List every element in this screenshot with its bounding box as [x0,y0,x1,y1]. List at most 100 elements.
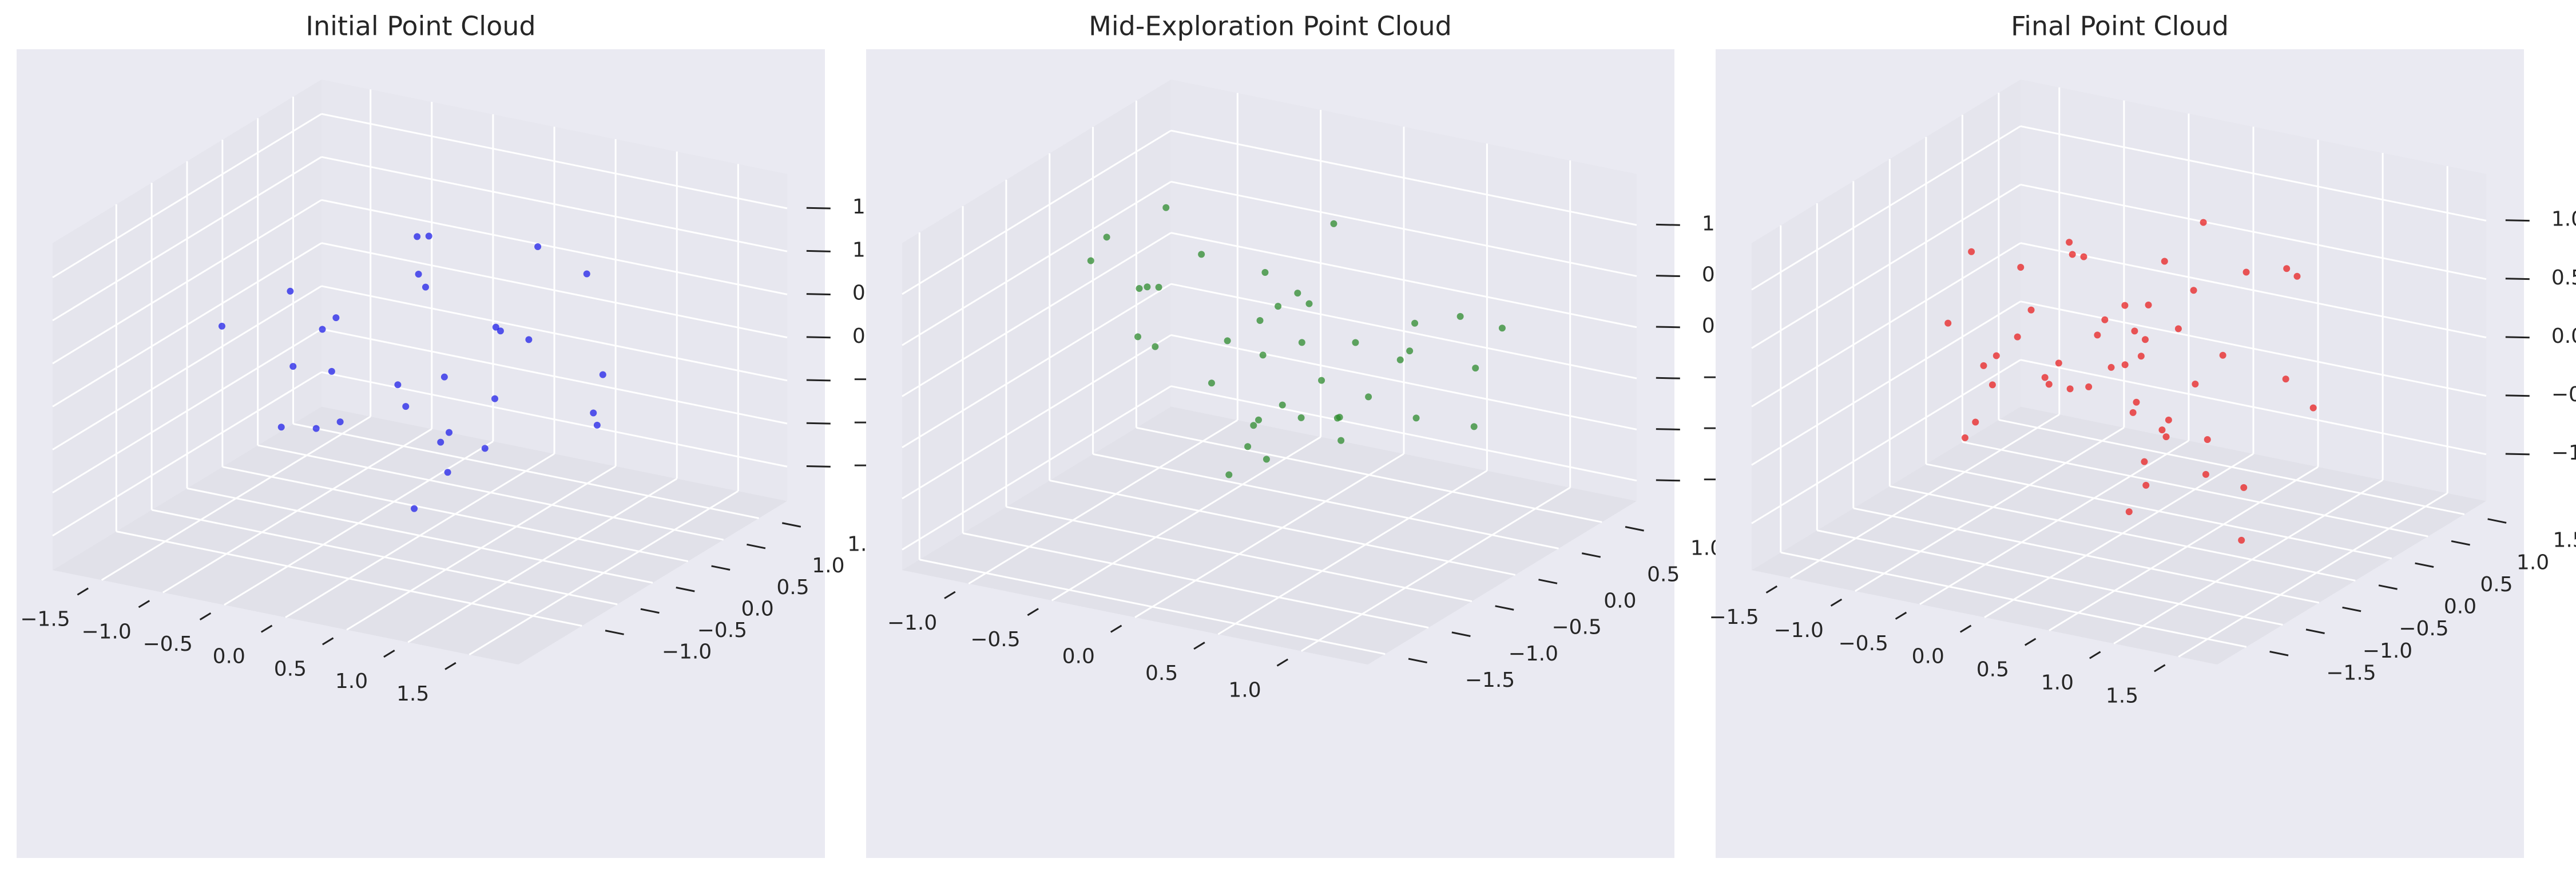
point [2145,301,2152,308]
grid-line [1890,485,2356,582]
tick-mark [138,600,150,608]
tick-mark [1895,611,1907,620]
grid-line [1170,129,1637,226]
tick-mark [1765,585,1778,594]
grid-line [52,199,322,365]
y-tick-label: 0.5 [2480,573,2513,596]
grid-line [1780,551,2247,648]
grid-line [1051,436,1321,602]
x-tick-label: −1.5 [1709,606,1759,629]
tick-mark [1495,605,1514,611]
tick-mark [260,624,273,633]
tick-mark [1959,624,1972,633]
grid-line [52,328,322,494]
x-tick-label: −0.5 [1839,632,1888,655]
tick-mark [383,650,395,658]
grid-line [321,285,788,382]
point [492,323,499,331]
tick-mark [1830,598,1843,607]
point [394,381,402,389]
point [2309,404,2317,412]
grid-line [52,285,322,450]
point [440,373,448,381]
point [497,327,504,335]
x-tick-label: −0.5 [970,628,1020,651]
tick-mark [1656,428,1680,430]
point [2202,470,2209,478]
x-tick-label: −0.5 [142,632,192,656]
point [1961,434,1968,441]
grid-line [1790,413,2060,579]
point [2142,481,2150,489]
point [534,243,542,251]
y-tick-label: 1.0 [812,554,844,577]
point [328,367,335,375]
point [1134,333,1141,341]
panel-background [866,49,1674,858]
tick-mark [1110,624,1122,633]
grid-line [1926,463,2392,560]
tick-mark [444,662,457,670]
x-tick-label: −1.5 [20,608,70,631]
grid-line [2020,184,2487,280]
x-tick-label: 0.5 [274,657,307,681]
point [446,429,453,436]
point [1944,319,1952,327]
y-tick-label: 0.5 [1647,563,1680,586]
point [2238,536,2245,544]
x-tick-label: 0.0 [1912,645,1944,668]
grid-line [1817,529,2283,626]
point [1968,248,1975,255]
grid-line [52,113,322,279]
tick-mark [1027,608,1039,616]
tick-mark [2378,584,2398,590]
y-tick-label: −1.0 [662,640,712,664]
grid-line [321,328,788,425]
x-tick-label: 0.5 [1145,662,1178,685]
grid-line [1170,385,1637,482]
point [2041,374,2049,381]
grid-line [1751,242,2021,408]
grid-line [257,444,724,541]
y-tick-label: −0.5 [1551,616,1601,639]
point [2066,239,2073,246]
grid-line [2020,300,2487,397]
grid-line [186,487,653,584]
grid-line [902,385,1172,551]
tick-mark [640,608,660,614]
tick-mark [1538,579,1558,584]
tick-mark [199,612,212,620]
point [1208,379,1215,387]
point [2137,353,2145,360]
tick-mark [806,422,831,425]
point [1297,414,1305,421]
point [1472,365,1479,372]
point [289,363,297,370]
point [2069,251,2076,258]
point [1250,422,1257,429]
y-tick-label: −1.5 [2326,661,2376,685]
grid-line [1217,470,1488,635]
grid-line [1093,453,1559,549]
point [1263,456,1270,463]
grid-line [2020,359,2487,456]
point [2133,398,2140,406]
point [1406,347,1414,355]
point [402,403,410,410]
point [1155,283,1162,291]
grid-line [1919,440,2189,606]
tick-mark [2505,219,2530,222]
point [2283,265,2291,272]
grid-line [1170,334,1637,430]
point [2204,436,2211,443]
point [2125,508,2133,516]
point [1411,319,1419,327]
grid-line [1751,359,2021,524]
grid-line [902,129,1172,295]
grid-line [321,113,788,209]
point [1456,312,1464,320]
panel-title: Final Point Cloud [2011,11,2229,42]
point [2101,316,2109,323]
point [2219,351,2226,359]
point [1988,381,1996,389]
